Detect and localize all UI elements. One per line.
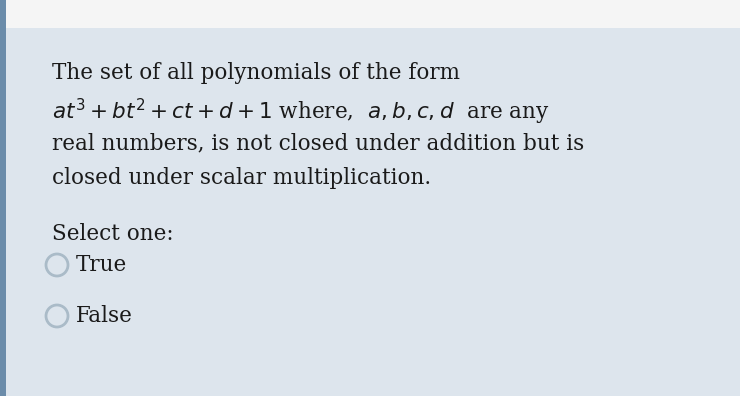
Circle shape	[46, 305, 68, 327]
Text: Select one:: Select one:	[52, 223, 174, 245]
Bar	[0, 0, 740, 28]
Text: True: True	[76, 254, 127, 276]
Circle shape	[46, 254, 68, 276]
Text: closed under scalar multiplication.: closed under scalar multiplication.	[52, 167, 431, 189]
Text: False: False	[76, 305, 133, 327]
Text: $at^3 + bt^2 + ct + d + 1$ where,  $a, b, c, d$  are any: $at^3 + bt^2 + ct + d + 1$ where, $a, b,…	[52, 97, 550, 127]
Text: The set of all polynomials of the form: The set of all polynomials of the form	[52, 62, 460, 84]
Text: real numbers, is not closed under addition but is: real numbers, is not closed under additi…	[52, 132, 585, 154]
Bar	[0, 0, 6, 396]
